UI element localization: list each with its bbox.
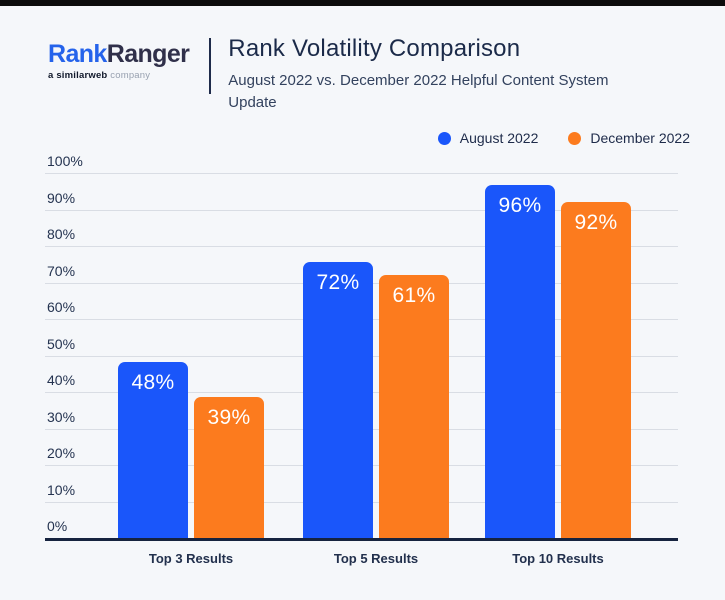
y-axis-tick-label: 70% [47,262,76,279]
plot-area: 0% 10% 20% 30% 40% 50% 60% 70% 80% 90% 100% 48% 39% T… [45,153,678,566]
header: RankRanger a similarweb company Rank Vol… [48,35,628,114]
title-block: Rank Volatility Comparison August 2022 v… [228,35,628,114]
logo-wordmark: RankRanger [48,40,190,68]
bar-group: 48% 39% [118,173,264,538]
bar-august: 96% [485,185,555,538]
gridline [45,209,678,211]
top-accent-bar [0,0,725,6]
y-axis-tick-label: 30% [47,408,76,425]
bar-group: 96% 92% [485,173,631,538]
bar-december: 39% [194,397,264,538]
logo-text-rank: Rank [48,40,107,68]
x-axis-category-label: Top 10 Results [512,551,604,566]
bar-value-label: 96% [498,194,542,218]
logo-tagline-bold: a similarweb [48,70,108,81]
gridline [45,173,678,174]
bar-december: 61% [379,275,449,538]
legend-dot-icon [437,131,451,145]
x-axis-category-label: Top 3 Results [148,551,234,566]
vertical-divider [209,38,212,94]
bar-value-label: 48% [131,371,175,395]
rankranger-logo: RankRanger a similarweb company [48,40,190,82]
bar-value-label: 72% [316,271,360,295]
y-axis-tick-label: 80% [47,226,76,242]
logo-text-ranger: Ranger [106,40,190,68]
bar-value-label: 39% [207,406,251,430]
bar-group: 72% 61% [303,173,449,538]
x-axis-category-label: Top 5 Results [333,551,419,566]
y-axis-tick-label: 90% [47,189,76,206]
y-axis-tick-label: 10% [47,481,76,498]
legend-item-august: August 2022 [437,130,539,146]
bar-august: 48% [118,362,188,538]
legend: August 2022 December 2022 [437,130,690,146]
logo-tagline: a similarweb company [48,70,189,81]
y-axis-tick-label: 100% [47,153,83,169]
bar-value-label: 61% [392,284,436,308]
legend-item-december: December 2022 [568,130,690,146]
legend-dot-icon [568,131,582,145]
legend-label: August 2022 [459,130,539,146]
legend-label: December 2022 [590,130,690,146]
y-axis-tick-label: 40% [47,372,76,388]
bar-august: 72% [303,262,373,538]
y-axis-tick-label: 0% [47,518,68,534]
page-subtitle: August 2022 vs. December 2022 Helpful Co… [228,72,609,112]
y-axis-tick-label: 50% [47,335,76,352]
bar-december: 92% [561,202,631,538]
y-axis-tick-label: 20% [47,445,76,461]
logo-tagline-light: company [107,70,151,81]
gridline [45,246,678,247]
page-title: Rank Volatility Comparison [228,35,521,62]
y-axis-tick-label: 60% [47,299,76,315]
bar-value-label: 92% [574,211,618,235]
